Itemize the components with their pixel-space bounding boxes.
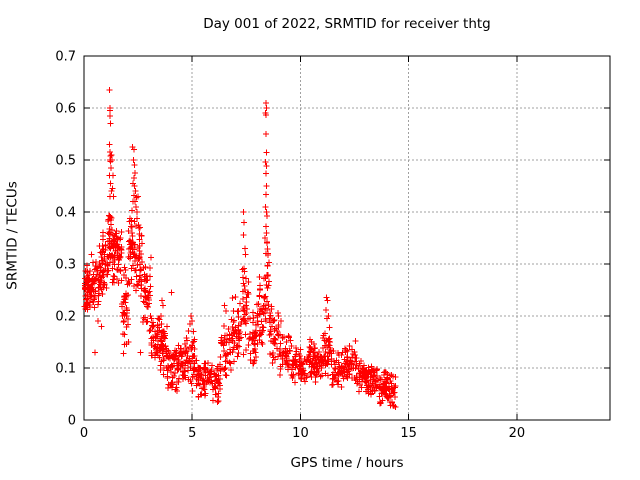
y-tick-label: 0.2 — [55, 310, 76, 325]
y-tick-label: 0.3 — [55, 258, 76, 273]
x-tick-label: 15 — [400, 426, 417, 441]
y-tick-label: 0.1 — [55, 362, 76, 377]
scatter-series-markers — [81, 87, 399, 410]
chart-title: Day 001 of 2022, SRMTID for receiver tht… — [203, 16, 491, 32]
y-tick-label: 0.6 — [55, 102, 76, 117]
y-tick-label: 0 — [68, 414, 76, 429]
y-tick-label: 0.7 — [55, 50, 76, 65]
y-tick-label: 0.5 — [55, 154, 76, 169]
x-tick-label: 20 — [509, 426, 526, 441]
x-axis-label: GPS time / hours — [290, 455, 404, 471]
x-tick-label: 10 — [292, 426, 309, 441]
plot-border — [83, 55, 611, 421]
x-tick-label: 0 — [80, 426, 88, 441]
y-axis-label: SRMTID / TECUs — [4, 181, 21, 290]
y-tick-label: 0.4 — [55, 206, 76, 221]
x-tick-label: 5 — [188, 426, 196, 441]
